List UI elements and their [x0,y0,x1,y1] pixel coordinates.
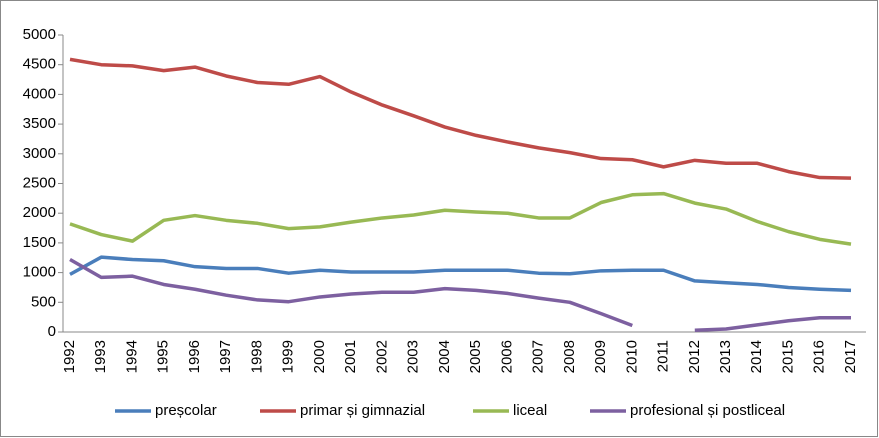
x-tick-label: 1997 [217,340,234,373]
y-tick-label: 2500 [23,174,56,191]
x-tick-label: 1992 [61,340,78,373]
y-tick-label: 500 [31,293,56,310]
x-tick-label: 1995 [155,340,172,373]
x-tick-label: 2009 [592,340,609,373]
x-tick-label: 1993 [92,340,109,373]
series-line [69,255,852,293]
x-tick-label: 1999 [280,340,297,373]
legend-label: liceal [513,402,547,419]
y-tick-label: 4000 [23,85,56,102]
y-tick-label: 2000 [23,204,56,221]
y-tick-label: 3000 [23,145,56,162]
y-tick-label: 4500 [23,56,56,73]
series-line [69,57,852,180]
x-tick-label: 2013 [717,340,734,373]
x-tick-label: 2003 [405,340,422,373]
x-tick-label: 2010 [623,340,640,373]
x-tick-label: 2006 [498,340,515,373]
x-tick-label: 2001 [342,340,359,373]
x-tick-label: 2005 [467,340,484,373]
x-tick-label: 1998 [248,340,265,373]
legend-label: preșcolar [155,402,217,419]
x-tick-label: 2000 [311,340,328,373]
series-line [69,191,852,246]
x-tick-label: 2012 [686,340,703,373]
x-tick-label: 2008 [561,340,578,373]
series-line [69,258,851,332]
y-tick-label: 3500 [23,115,56,132]
x-tick-label: 2002 [373,340,390,373]
x-tick-label: 2015 [779,340,796,373]
x-tick-label: 2016 [811,340,828,373]
x-tick-label: 2007 [530,340,547,373]
legend-label: primar și gimnazial [300,402,425,419]
y-tick-label: 1000 [23,264,56,281]
x-tick-label: 1994 [123,340,140,373]
y-tick-label: 1500 [23,234,56,251]
x-tick-label: 2014 [748,340,765,373]
x-tick-label: 1996 [186,340,203,373]
x-tick-label: 2004 [436,340,453,373]
x-tick-label: 2017 [842,340,859,373]
y-tick-label: 5000 [23,26,56,43]
legend-label: profesional și postliceal [630,402,785,419]
y-tick-label: 0 [48,323,56,340]
x-tick-label: 2011 [655,340,672,372]
